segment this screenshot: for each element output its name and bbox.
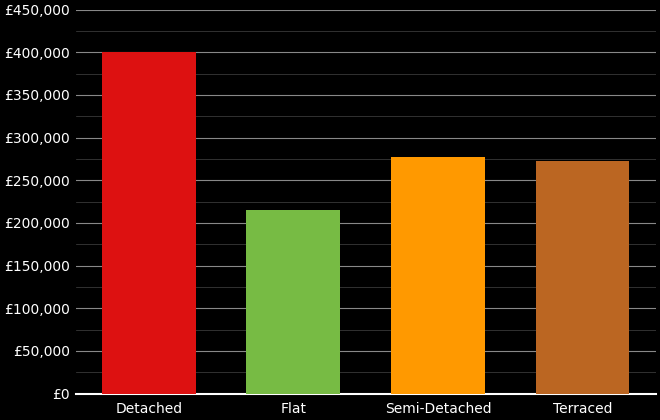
- Bar: [246, 210, 341, 394]
- Bar: [102, 52, 196, 394]
- Bar: [535, 162, 630, 394]
- Bar: [391, 157, 485, 394]
